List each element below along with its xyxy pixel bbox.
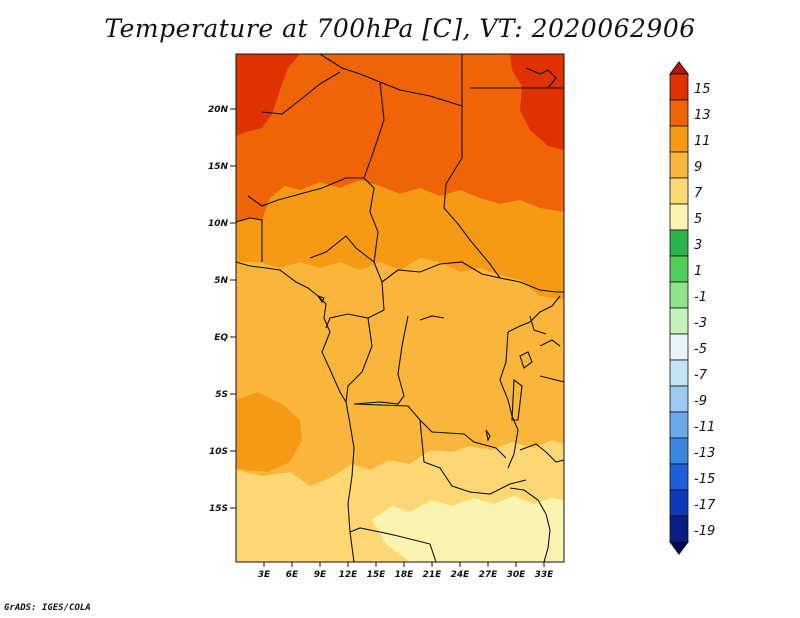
colorbar-label-7: 7 <box>694 186 703 201</box>
lon-label-24e: 24E <box>451 570 471 580</box>
colorbar-segments <box>669 73 689 543</box>
lat-label-20n: 20N <box>208 105 229 115</box>
colorbar-swatch <box>669 125 689 153</box>
contour-9-11-south <box>236 392 302 472</box>
lon-label-3e: 3E <box>258 570 271 580</box>
colorbar-label-neg19: -19 <box>694 524 715 539</box>
colorbar-label-9: 9 <box>694 160 702 175</box>
colorbar-swatch <box>669 385 689 413</box>
lon-label-30e: 30E <box>507 570 527 580</box>
lon-label-6e: 6E <box>286 570 299 580</box>
colorbar-swatch <box>669 307 689 335</box>
colorbar-swatch <box>669 489 689 517</box>
map-title: Temperature at 700hPa [C], VT: 202006290… <box>104 14 696 43</box>
lon-label-27e: 27E <box>479 570 499 580</box>
colorbar-label-1: 1 <box>694 264 702 279</box>
colorbar-swatch <box>669 437 689 465</box>
colorbar-swatch <box>669 73 689 101</box>
colorbar-swatch <box>669 281 689 309</box>
contour-13-15 <box>236 54 300 136</box>
colorbar-swatch <box>669 411 689 439</box>
contour-11-13 <box>236 54 564 222</box>
colorbar-label-neg7: -7 <box>694 368 708 383</box>
colorbar-swatch <box>669 255 689 283</box>
colorbar-label-neg3: -3 <box>694 316 707 331</box>
colorbar-label-neg1: -1 <box>694 290 707 305</box>
colorbar-swatch <box>669 515 689 543</box>
lat-label-15s: 15S <box>209 504 228 514</box>
colorbar-swatch <box>669 177 689 205</box>
lon-label-12e: 12E <box>339 570 359 580</box>
colorbar-label-13: 13 <box>694 108 711 123</box>
colorbar-label-neg13: -13 <box>694 446 715 461</box>
colorbar-labels: 15 13 11 9 7 5 3 1 -1 -3 -5 -7 -9 -11 -1… <box>694 82 716 539</box>
map-frame <box>235 53 565 563</box>
lat-label-5n: 5N <box>214 276 228 286</box>
lon-label-9e: 9E <box>314 570 327 580</box>
lon-axis: 3E 6E 9E 12E 15E 18E 21E 24E 27E 30E 33E <box>258 562 554 580</box>
colorbar-cap-bottom <box>669 541 689 555</box>
colorbar-swatch <box>669 203 689 231</box>
lat-axis: 20N 15N 10N 5N EQ 5S 10S 15S <box>208 105 236 514</box>
colorbar-swatch <box>669 359 689 387</box>
colorbar-label-neg17: -17 <box>694 498 716 513</box>
lat-label-10s: 10S <box>209 447 228 457</box>
lat-label-10n: 10N <box>208 219 229 229</box>
lat-label-15n: 15N <box>208 162 229 172</box>
colorbar-label-15: 15 <box>694 82 711 97</box>
colorbar-swatch <box>669 333 689 361</box>
colorbar-label-neg5: -5 <box>694 342 707 357</box>
lon-label-21e: 21E <box>423 570 443 580</box>
contour-3-5 <box>372 496 564 562</box>
lon-label-15e: 15E <box>367 570 387 580</box>
colorbar: 15 13 11 9 7 5 3 1 -1 -3 -5 -7 -9 -11 -1… <box>669 61 716 555</box>
colorbar-label-neg11: -11 <box>694 420 715 435</box>
country-borders <box>236 54 564 562</box>
lon-label-18e: 18E <box>395 570 415 580</box>
lat-label-5s: 5S <box>215 390 228 400</box>
temperature-map <box>236 54 564 562</box>
lon-label-33e: 33E <box>535 570 555 580</box>
colorbar-label-5: 5 <box>694 212 702 227</box>
contour-13-15-ne <box>510 54 564 150</box>
colorbar-swatch <box>669 151 689 179</box>
colorbar-cap-top <box>669 61 689 75</box>
colorbar-label-11: 11 <box>694 134 711 149</box>
lat-label-eq: EQ <box>214 333 228 343</box>
colorbar-swatch <box>669 463 689 491</box>
grads-credit: GrADS: IGES/COLA <box>4 603 91 613</box>
colorbar-label-neg15: -15 <box>694 472 715 487</box>
colorbar-label-neg9: -9 <box>694 394 707 409</box>
colorbar-swatch <box>669 229 689 257</box>
colorbar-label-3: 3 <box>694 238 702 253</box>
colorbar-swatch <box>669 99 689 127</box>
